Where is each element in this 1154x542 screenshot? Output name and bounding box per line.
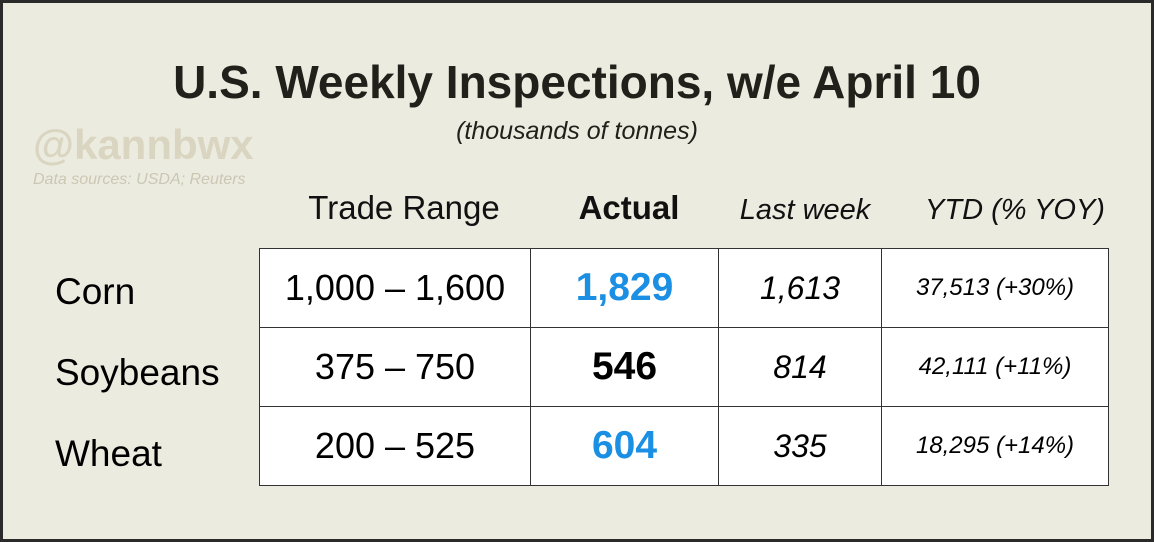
- table-row: 375 – 750 546 814 42,111 (+11%): [259, 327, 1109, 407]
- table-cell: 18,295 (+14%): [881, 406, 1109, 486]
- sources: Data sources: USDA; Reuters: [33, 171, 246, 188]
- table-cell: 335: [718, 406, 882, 486]
- table-cell: 375 – 750: [259, 327, 531, 407]
- table-cell: 37,513 (+30%): [881, 248, 1109, 328]
- row-label: Corn: [55, 271, 136, 312]
- column-header: Actual: [578, 189, 680, 226]
- table-cell: 546: [530, 327, 719, 407]
- row-label: Wheat: [55, 433, 162, 474]
- table-cell: 604: [530, 406, 719, 486]
- subtitle: (thousands of tonnes): [456, 117, 698, 145]
- watermark: @kannbwx: [33, 121, 254, 168]
- data-table: 1,000 – 1,600 1,829 1,613 37,513 (+30%) 375 …: [259, 248, 1109, 486]
- title: U.S. Weekly Inspections, w/e April 10: [173, 56, 981, 108]
- column-header: Trade Range: [308, 189, 500, 226]
- table-cell: 1,829: [530, 248, 719, 328]
- table-cell: 200 – 525: [259, 406, 531, 486]
- table-cell: 814: [718, 327, 882, 407]
- column-header: YTD (% YOY): [925, 194, 1105, 226]
- row-label: Soybeans: [55, 352, 220, 393]
- table-row: 1,000 – 1,600 1,829 1,613 37,513 (+30%): [259, 248, 1109, 328]
- table-cell: 42,111 (+11%): [881, 327, 1109, 407]
- table-row: 200 – 525 604 335 18,295 (+14%): [259, 406, 1109, 486]
- column-header: Last week: [739, 194, 871, 226]
- table-cell: 1,000 – 1,600: [259, 248, 531, 328]
- table-cell: 1,613: [718, 248, 882, 328]
